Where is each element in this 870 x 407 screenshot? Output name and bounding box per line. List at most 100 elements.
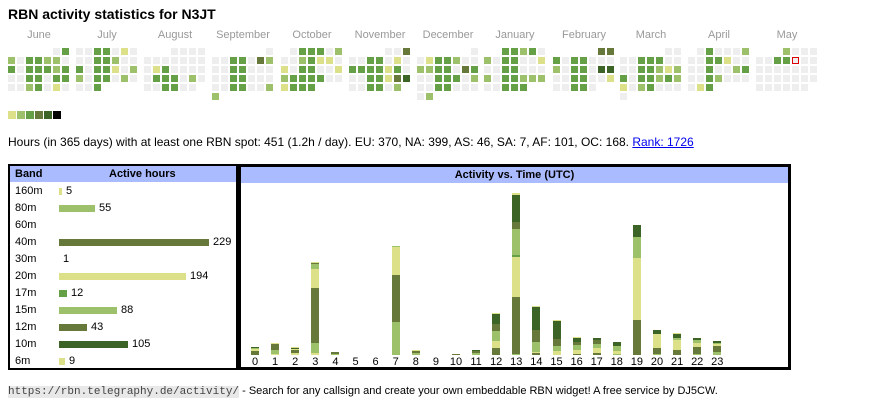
heatmap-cell[interactable] [326, 48, 333, 55]
heatmap-cell[interactable] [571, 57, 578, 64]
heatmap-cell[interactable] [444, 57, 451, 64]
heatmap-cell[interactable] [53, 75, 60, 82]
heatmap-cell[interactable] [26, 75, 33, 82]
heatmap-cell[interactable] [520, 75, 527, 82]
heatmap-cell[interactable] [308, 57, 315, 64]
heatmap-cell[interactable] [688, 75, 695, 82]
heatmap-cell[interactable] [765, 75, 772, 82]
heatmap-cell[interactable] [620, 93, 627, 100]
heatmap-cell[interactable] [665, 57, 672, 64]
heatmap-cell[interactable] [171, 84, 178, 91]
heatmap-cell[interactable] [112, 48, 119, 55]
heatmap-cell[interactable] [742, 48, 749, 55]
heatmap-cell[interactable] [266, 84, 273, 91]
heatmap-cell[interactable] [8, 75, 15, 82]
heatmap-cell[interactable] [162, 57, 169, 64]
heatmap-cell[interactable] [417, 66, 424, 73]
heatmap-cell[interactable] [367, 66, 374, 73]
heatmap-cell[interactable] [257, 66, 264, 73]
heatmap-cell[interactable] [103, 57, 110, 64]
heatmap-cell[interactable] [471, 57, 478, 64]
heatmap-cell[interactable] [35, 57, 42, 64]
heatmap-cell[interactable] [171, 66, 178, 73]
heatmap-cell[interactable] [248, 75, 255, 82]
heatmap-cell[interactable] [130, 57, 137, 64]
heatmap-cell[interactable] [317, 48, 324, 55]
heatmap-cell[interactable] [171, 57, 178, 64]
heatmap-cell[interactable] [697, 66, 704, 73]
heatmap-cell[interactable] [656, 57, 663, 64]
heatmap-cell[interactable] [493, 84, 500, 91]
heatmap-cell[interactable] [511, 48, 518, 55]
heatmap-cell[interactable] [462, 66, 469, 73]
heatmap-cell[interactable] [180, 84, 187, 91]
heatmap-cell[interactable] [239, 57, 246, 64]
heatmap-cell[interactable] [520, 84, 527, 91]
heatmap-cell[interactable] [697, 75, 704, 82]
heatmap-cell[interactable] [85, 75, 92, 82]
heatmap-cell[interactable] [792, 75, 799, 82]
heatmap-cell[interactable] [394, 48, 401, 55]
heatmap-cell[interactable] [248, 84, 255, 91]
heatmap-cell[interactable] [620, 84, 627, 91]
heatmap-cell[interactable] [607, 48, 614, 55]
heatmap-cell[interactable] [171, 48, 178, 55]
heatmap-cell[interactable] [94, 84, 101, 91]
heatmap-cell[interactable] [53, 66, 60, 73]
heatmap-cell[interactable] [656, 84, 663, 91]
heatmap-cell[interactable] [589, 66, 596, 73]
heatmap-cell[interactable] [742, 75, 749, 82]
heatmap-cell[interactable] [810, 66, 817, 73]
heatmap-cell[interactable] [290, 75, 297, 82]
heatmap-cell[interactable] [765, 66, 772, 73]
heatmap-cell[interactable] [189, 57, 196, 64]
heatmap-cell[interactable] [426, 66, 433, 73]
heatmap-cell[interactable] [85, 66, 92, 73]
heatmap-cell[interactable] [529, 66, 536, 73]
heatmap-cell[interactable] [266, 48, 273, 55]
heatmap-cell[interactable] [783, 75, 790, 82]
heatmap-cell[interactable] [598, 66, 605, 73]
heatmap-cell[interactable] [493, 75, 500, 82]
heatmap-cell[interactable] [511, 66, 518, 73]
heatmap-cell[interactable] [221, 66, 228, 73]
heatmap-cell[interactable] [538, 75, 545, 82]
heatmap-cell[interactable] [665, 75, 672, 82]
heatmap-cell[interactable] [674, 84, 681, 91]
heatmap-cell[interactable] [529, 48, 536, 55]
heatmap-cell[interactable] [502, 84, 509, 91]
heatmap-cell[interactable] [299, 57, 306, 64]
heatmap-cell[interactable] [502, 48, 509, 55]
heatmap-cell[interactable] [580, 57, 587, 64]
heatmap-cell[interactable] [290, 48, 297, 55]
heatmap-cell[interactable] [656, 75, 663, 82]
heatmap-cell[interactable] [112, 75, 119, 82]
heatmap-cell[interactable] [571, 75, 578, 82]
heatmap-cell[interactable] [180, 57, 187, 64]
heatmap-cell[interactable] [462, 57, 469, 64]
heatmap-cell[interactable] [290, 57, 297, 64]
heatmap-cell[interactable] [308, 48, 315, 55]
heatmap-cell[interactable] [444, 84, 451, 91]
heatmap-cell[interactable] [647, 84, 654, 91]
heatmap-cell[interactable] [144, 84, 151, 91]
heatmap-cell[interactable] [35, 66, 42, 73]
heatmap-cell[interactable] [180, 48, 187, 55]
heatmap-cell[interactable] [221, 84, 228, 91]
heatmap-cell[interactable] [94, 75, 101, 82]
heatmap-cell[interactable] [367, 84, 374, 91]
heatmap-cell[interactable] [801, 57, 808, 64]
heatmap-cell[interactable] [121, 75, 128, 82]
heatmap-cell[interactable] [230, 84, 237, 91]
heatmap-cell[interactable] [697, 57, 704, 64]
heatmap-cell[interactable] [706, 75, 713, 82]
heatmap-cell[interactable] [358, 66, 365, 73]
heatmap-cell[interactable] [756, 75, 763, 82]
heatmap-cell[interactable] [742, 57, 749, 64]
heatmap-cell[interactable] [62, 84, 69, 91]
heatmap-cell[interactable] [44, 84, 51, 91]
heatmap-cell[interactable] [562, 57, 569, 64]
heatmap-cell[interactable] [239, 66, 246, 73]
heatmap-cell[interactable] [783, 48, 790, 55]
heatmap-cell[interactable] [403, 48, 410, 55]
